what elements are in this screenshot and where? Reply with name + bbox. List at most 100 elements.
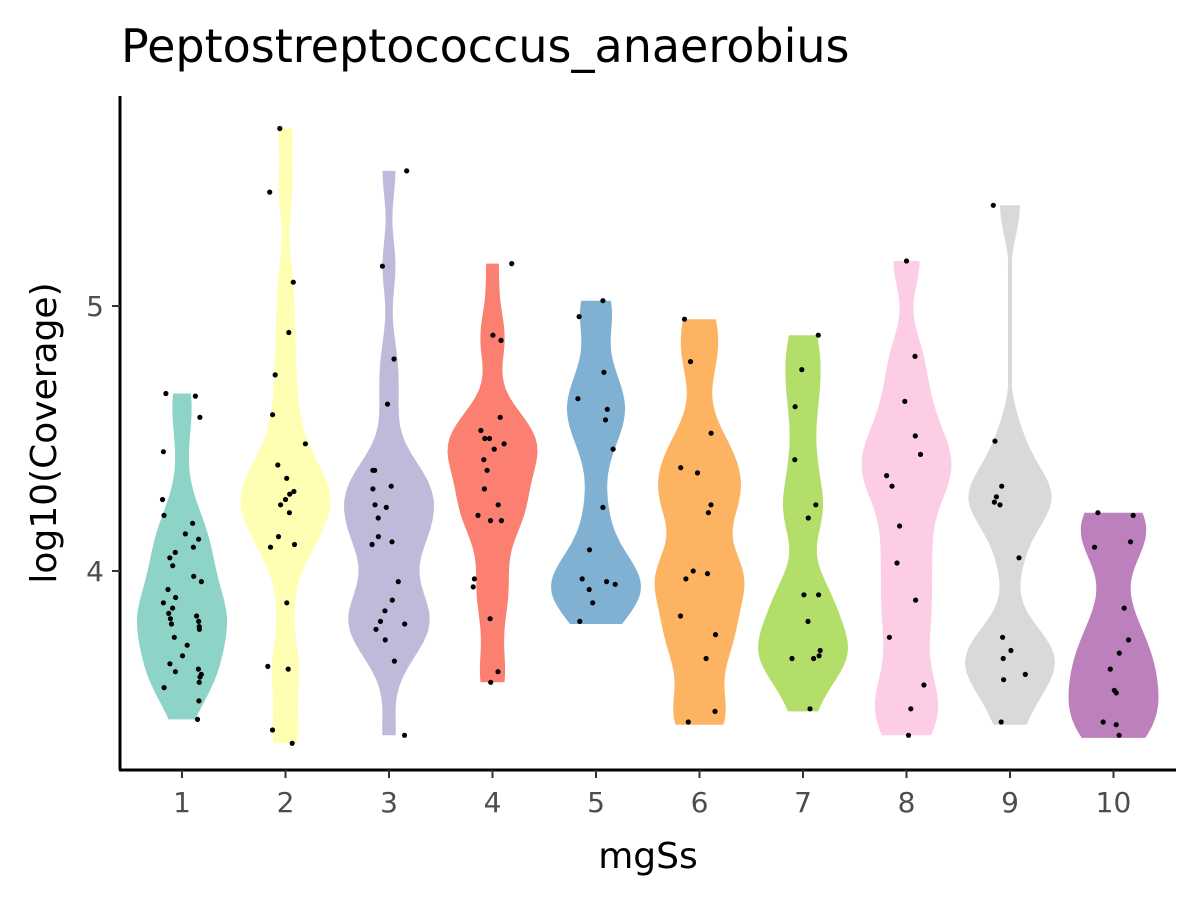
data-point-2-21 <box>269 727 276 733</box>
data-point-8-4 <box>912 433 918 439</box>
data-point-1-10 <box>190 544 196 550</box>
violin-4 <box>447 263 538 683</box>
data-point-1-34 <box>197 674 203 680</box>
data-point-7-12 <box>789 655 795 662</box>
data-point-1-35 <box>196 679 202 685</box>
data-point-2-4 <box>286 329 292 336</box>
data-point-3-13 <box>389 539 395 545</box>
data-point-1-30 <box>167 661 173 667</box>
data-point-2-9 <box>284 475 290 481</box>
x-tick-label-4: 4 <box>484 786 502 819</box>
data-point-3-11 <box>375 515 381 521</box>
data-point-1-31 <box>195 666 201 672</box>
data-point-10-2 <box>1130 512 1136 519</box>
data-point-3-19 <box>402 621 408 627</box>
data-point-8-14 <box>905 732 912 738</box>
data-point-6-14 <box>712 708 718 715</box>
data-point-1-2 <box>192 393 198 399</box>
data-point-5-5 <box>604 406 610 412</box>
data-point-1-3 <box>197 414 203 420</box>
data-point-5-11 <box>604 579 610 585</box>
data-point-6-9 <box>704 571 711 577</box>
data-point-10-11 <box>1100 719 1106 725</box>
data-point-10-3 <box>1127 539 1134 545</box>
jitter-points-layer <box>159 125 1136 746</box>
data-point-6-1 <box>681 316 688 322</box>
data-point-4-14 <box>475 512 481 519</box>
data-point-8-3 <box>902 398 908 404</box>
data-point-1-13 <box>170 563 176 569</box>
data-point-4-13 <box>495 502 501 508</box>
data-point-4-8 <box>501 441 507 447</box>
data-point-4-5 <box>478 427 484 434</box>
x-tick-label-3: 3 <box>380 786 398 819</box>
x-tick-label-9: 9 <box>1001 786 1019 819</box>
data-point-1-18 <box>160 600 166 606</box>
data-point-9-4 <box>993 494 1000 500</box>
violin-5 <box>551 300 641 624</box>
data-point-8-13 <box>908 706 914 712</box>
data-point-7-10 <box>817 647 823 654</box>
data-point-1-28 <box>184 642 190 648</box>
data-point-1-37 <box>196 698 202 704</box>
data-point-2-12 <box>282 496 289 503</box>
data-point-4-12 <box>481 486 487 492</box>
data-point-2-3 <box>290 279 296 285</box>
data-point-1-4 <box>160 449 166 455</box>
data-point-2-17 <box>267 544 274 550</box>
data-point-6-11 <box>677 613 684 619</box>
x-tick-label-6: 6 <box>691 786 709 819</box>
data-point-7-2 <box>799 367 805 373</box>
data-point-9-5 <box>991 499 998 505</box>
data-point-1-23 <box>196 618 202 625</box>
data-point-3-4 <box>384 401 391 407</box>
data-point-6-8 <box>690 568 696 574</box>
data-point-4-19 <box>487 616 493 622</box>
data-point-1-21 <box>194 613 200 619</box>
data-point-7-6 <box>805 515 811 521</box>
data-point-2-14 <box>286 510 292 516</box>
data-point-1-22 <box>167 616 173 622</box>
data-point-8-2 <box>912 353 918 359</box>
data-point-3-16 <box>389 597 395 603</box>
data-point-9-1 <box>990 202 996 208</box>
data-point-9-3 <box>999 483 1005 489</box>
data-point-6-2 <box>687 359 694 365</box>
data-point-1-9 <box>196 536 202 542</box>
data-point-3-18 <box>377 618 384 625</box>
data-point-6-15 <box>685 719 691 725</box>
data-point-2-19 <box>265 663 271 670</box>
data-point-7-7 <box>816 592 822 598</box>
data-point-2-20 <box>285 666 291 672</box>
data-point-10-10 <box>1113 690 1119 696</box>
data-point-7-14 <box>807 706 813 712</box>
data-point-4-2 <box>490 332 496 338</box>
data-point-9-13 <box>998 719 1004 725</box>
data-point-3-7 <box>388 483 394 489</box>
data-point-4-4 <box>497 414 503 420</box>
x-axis-title: mgSs <box>598 836 698 877</box>
data-point-1-26 <box>196 626 202 632</box>
data-point-7-11 <box>816 653 822 659</box>
violin-3 <box>344 170 434 736</box>
data-point-8-8 <box>897 523 903 529</box>
data-point-6-10 <box>683 576 689 582</box>
data-point-5-2 <box>576 314 582 320</box>
y-tick-label-4: 4 <box>86 555 104 588</box>
data-point-1-17 <box>173 594 179 601</box>
violin-8 <box>861 261 952 736</box>
data-point-6-7 <box>705 510 712 516</box>
data-point-6-5 <box>694 470 701 476</box>
x-tick-label-8: 8 <box>898 786 916 819</box>
data-point-7-3 <box>792 404 798 410</box>
data-point-5-4 <box>575 396 581 402</box>
data-point-1-1 <box>163 390 169 397</box>
violin-10 <box>1068 512 1159 738</box>
data-point-3-23 <box>401 732 408 738</box>
data-point-8-6 <box>884 473 890 479</box>
violin-2 <box>240 128 331 744</box>
data-point-1-19 <box>170 605 176 611</box>
data-point-9-6 <box>997 502 1003 508</box>
data-point-10-1 <box>1095 510 1101 516</box>
